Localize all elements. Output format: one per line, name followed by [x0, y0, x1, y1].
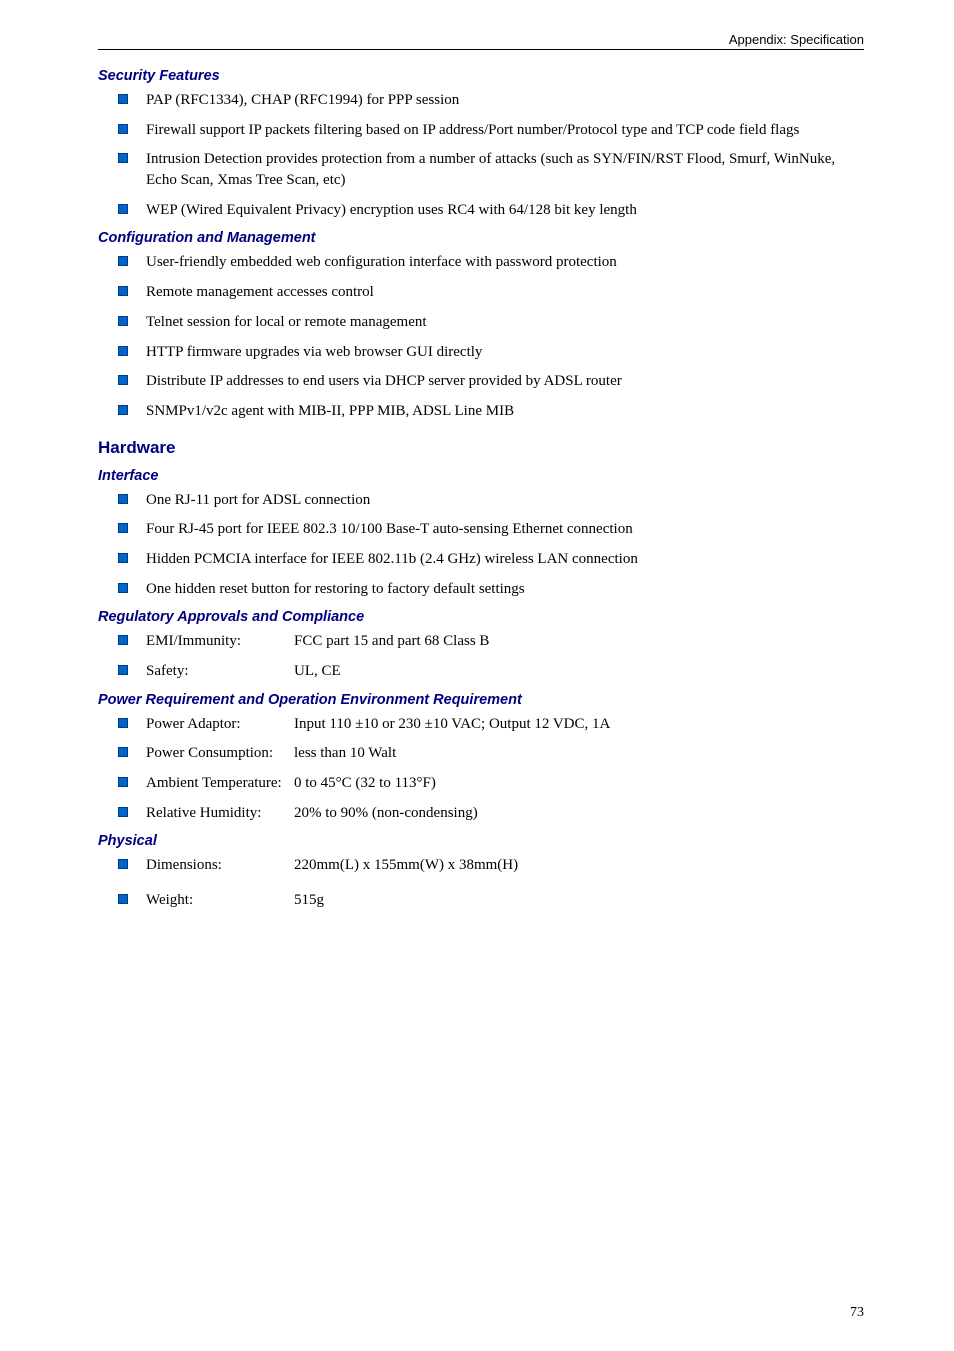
square-bullet-icon: [118, 718, 128, 728]
security-list: PAP (RFC1334), CHAP (RFC1994) for PPP se…: [98, 90, 864, 220]
list-item: PAP (RFC1334), CHAP (RFC1994) for PPP se…: [98, 90, 864, 111]
square-bullet-icon: [118, 405, 128, 415]
list-item: HTTP firmware upgrades via web browser G…: [98, 342, 864, 363]
spec-key: Ambient Temperature:: [146, 773, 294, 794]
spec-key: Power Consumption:: [146, 743, 294, 764]
section-title-interface: Interface: [98, 468, 864, 484]
spec-key: Dimensions:: [146, 855, 294, 876]
list-item-text: Firewall support IP packets filtering ba…: [146, 120, 864, 141]
list-item-text: HTTP firmware upgrades via web browser G…: [146, 342, 864, 363]
list-item-text: User-friendly embedded web configuration…: [146, 252, 864, 273]
list-item-text: Safety: UL, CE: [146, 661, 864, 682]
list-item: Power Consumption: less than 10 Walt: [98, 743, 864, 764]
spec-value: less than 10 Walt: [294, 743, 864, 764]
list-item: Remote management accesses control: [98, 282, 864, 303]
square-bullet-icon: [118, 807, 128, 817]
list-item: EMI/Immunity: FCC part 15 and part 68 Cl…: [98, 631, 864, 652]
list-item: SNMPv1/v2c agent with MIB-II, PPP MIB, A…: [98, 401, 864, 422]
section-title-hardware: Hardware: [98, 438, 864, 458]
section-title-config: Configuration and Management: [98, 230, 864, 246]
list-item-text: PAP (RFC1334), CHAP (RFC1994) for PPP se…: [146, 90, 864, 111]
spec-value: FCC part 15 and part 68 Class B: [294, 631, 864, 652]
section-title-power: Power Requirement and Operation Environm…: [98, 692, 864, 708]
list-item: Safety: UL, CE: [98, 661, 864, 682]
square-bullet-icon: [118, 124, 128, 134]
list-item-text: Relative Humidity: 20% to 90% (non-conde…: [146, 803, 864, 824]
spec-key: Weight:: [146, 890, 294, 911]
list-item-text: EMI/Immunity: FCC part 15 and part 68 Cl…: [146, 631, 864, 652]
spec-value: 515g: [294, 890, 864, 911]
square-bullet-icon: [118, 494, 128, 504]
spec-value: 220mm(L) x 155mm(W) x 38mm(H): [294, 855, 864, 876]
square-bullet-icon: [118, 777, 128, 787]
list-item-text: Telnet session for local or remote manag…: [146, 312, 864, 333]
list-item: Intrusion Detection provides protection …: [98, 149, 864, 190]
square-bullet-icon: [118, 204, 128, 214]
section-title-physical: Physical: [98, 833, 864, 849]
list-item-text: Dimensions: 220mm(L) x 155mm(W) x 38mm(H…: [146, 855, 864, 876]
list-item-text: One RJ-11 port for ADSL connection: [146, 490, 864, 511]
list-item-text: Power Adaptor: Input 110 ±10 or 230 ±10 …: [146, 714, 864, 735]
list-item-text: Hidden PCMCIA interface for IEEE 802.11b…: [146, 549, 864, 570]
spec-key: Relative Humidity:: [146, 803, 294, 824]
page-number: 73: [850, 1305, 864, 1321]
spec-value: Input 110 ±10 or 230 ±10 VAC; Output 12 …: [294, 714, 864, 735]
square-bullet-icon: [118, 375, 128, 385]
list-item: One RJ-11 port for ADSL connection: [98, 490, 864, 511]
list-item: Ambient Temperature: 0 to 45°C (32 to 11…: [98, 773, 864, 794]
square-bullet-icon: [118, 635, 128, 645]
section-title-security: Security Features: [98, 68, 864, 84]
list-item: One hidden reset button for restoring to…: [98, 579, 864, 600]
breadcrumb: Appendix: Specification: [98, 32, 864, 47]
list-item-text: Remote management accesses control: [146, 282, 864, 303]
interface-list: One RJ-11 port for ADSL connection Four …: [98, 490, 864, 600]
list-item: Relative Humidity: 20% to 90% (non-conde…: [98, 803, 864, 824]
spec-key: Safety:: [146, 661, 294, 682]
square-bullet-icon: [118, 747, 128, 757]
list-item: Dimensions: 220mm(L) x 155mm(W) x 38mm(H…: [98, 855, 864, 876]
square-bullet-icon: [118, 583, 128, 593]
regulatory-list: EMI/Immunity: FCC part 15 and part 68 Cl…: [98, 631, 864, 681]
list-item: Weight: 515g: [98, 890, 864, 911]
spec-key: Power Adaptor:: [146, 714, 294, 735]
square-bullet-icon: [118, 316, 128, 326]
list-item-text: One hidden reset button for restoring to…: [146, 579, 864, 600]
list-item: Firewall support IP packets filtering ba…: [98, 120, 864, 141]
spec-value: UL, CE: [294, 661, 864, 682]
list-item: Telnet session for local or remote manag…: [98, 312, 864, 333]
list-item: User-friendly embedded web configuration…: [98, 252, 864, 273]
spec-key: EMI/Immunity:: [146, 631, 294, 652]
list-item-text: Four RJ-45 port for IEEE 802.3 10/100 Ba…: [146, 519, 864, 540]
square-bullet-icon: [118, 153, 128, 163]
list-item-text: Ambient Temperature: 0 to 45°C (32 to 11…: [146, 773, 864, 794]
list-item-text: Weight: 515g: [146, 890, 864, 911]
square-bullet-icon: [118, 286, 128, 296]
power-list: Power Adaptor: Input 110 ±10 or 230 ±10 …: [98, 714, 864, 824]
page-header: Appendix: Specification: [98, 32, 864, 50]
spec-value: 20% to 90% (non-condensing): [294, 803, 864, 824]
list-item: WEP (Wired Equivalent Privacy) encryptio…: [98, 200, 864, 221]
list-item: Hidden PCMCIA interface for IEEE 802.11b…: [98, 549, 864, 570]
square-bullet-icon: [118, 665, 128, 675]
square-bullet-icon: [118, 553, 128, 563]
square-bullet-icon: [118, 346, 128, 356]
section-title-regulatory: Regulatory Approvals and Compliance: [98, 609, 864, 625]
list-item: Distribute IP addresses to end users via…: [98, 371, 864, 392]
physical-list: Dimensions: 220mm(L) x 155mm(W) x 38mm(H…: [98, 855, 864, 910]
list-item: Four RJ-45 port for IEEE 802.3 10/100 Ba…: [98, 519, 864, 540]
config-list: User-friendly embedded web configuration…: [98, 252, 864, 421]
square-bullet-icon: [118, 894, 128, 904]
list-item-text: Power Consumption: less than 10 Walt: [146, 743, 864, 764]
list-item-text: Distribute IP addresses to end users via…: [146, 371, 864, 392]
list-item-text: Intrusion Detection provides protection …: [146, 149, 864, 190]
list-item-text: SNMPv1/v2c agent with MIB-II, PPP MIB, A…: [146, 401, 864, 422]
square-bullet-icon: [118, 859, 128, 869]
spec-value: 0 to 45°C (32 to 113°F): [294, 773, 864, 794]
list-item-text: WEP (Wired Equivalent Privacy) encryptio…: [146, 200, 864, 221]
list-item: Power Adaptor: Input 110 ±10 or 230 ±10 …: [98, 714, 864, 735]
square-bullet-icon: [118, 523, 128, 533]
square-bullet-icon: [118, 256, 128, 266]
square-bullet-icon: [118, 94, 128, 104]
